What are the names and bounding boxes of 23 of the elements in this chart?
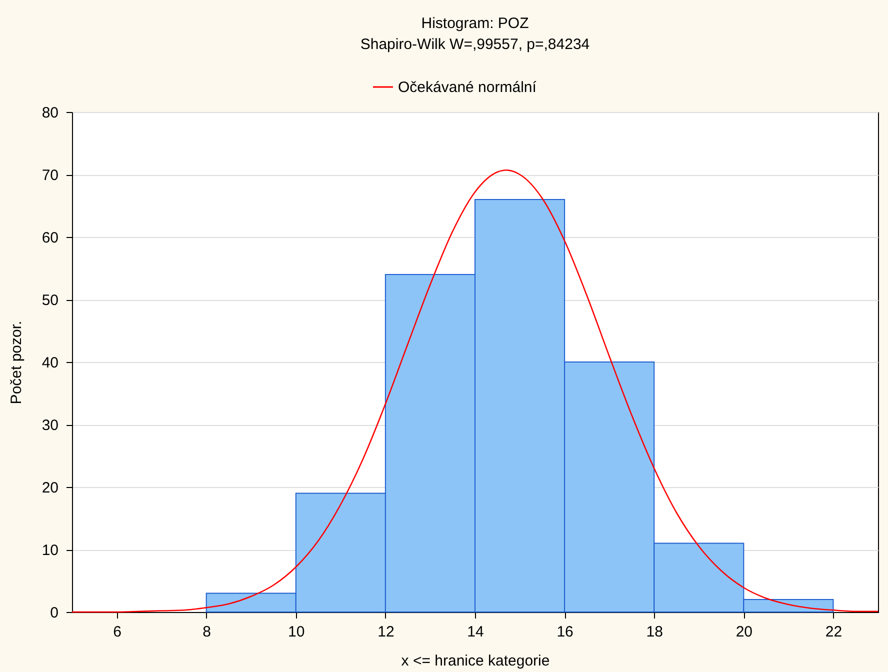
y-tick-label: 30: [42, 417, 58, 434]
y-tick-label: 40: [42, 354, 58, 372]
y-tick-label: 80: [42, 104, 58, 122]
chart-title: Histogram: POZ: [421, 15, 529, 32]
x-tick-label: 22: [825, 624, 842, 640]
x-axis-title: x <= hranice kategorie: [401, 652, 550, 670]
x-tick-label: 14: [467, 624, 484, 640]
legend-label: Očekávané normální: [398, 79, 538, 96]
x-tick-label: 12: [378, 624, 394, 640]
chart-subtitle: Shapiro-Wilk W=,99557, p=,84234: [360, 36, 590, 53]
x-tick-label: 18: [646, 624, 663, 640]
x-tick-label: 20: [736, 624, 753, 640]
y-tick-label: 70: [42, 167, 58, 184]
x-tick-label: 16: [556, 624, 574, 640]
y-tick-label: 10: [42, 542, 58, 559]
x-tick-label: 8: [202, 624, 212, 640]
x-tick-label: 10: [288, 624, 305, 640]
y-tick-label: 0: [50, 604, 58, 622]
y-tick-label: 20: [42, 480, 58, 496]
y-axis-title: Počet pozor.: [8, 320, 25, 404]
x-tick-label: 6: [113, 624, 122, 640]
y-tick-label: 50: [42, 292, 58, 309]
y-tick-label: 60: [42, 230, 58, 246]
